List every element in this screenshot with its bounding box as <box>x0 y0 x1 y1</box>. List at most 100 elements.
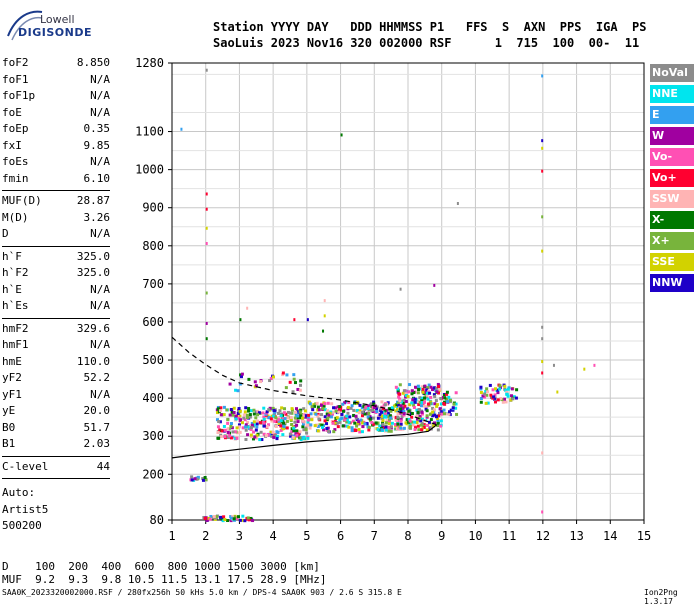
echo-point <box>259 380 263 384</box>
echo-point <box>330 402 334 406</box>
echo-point <box>294 411 298 415</box>
echo-point <box>411 396 415 400</box>
echo-point <box>323 402 327 406</box>
echo-point <box>429 395 433 399</box>
echo-point <box>427 420 431 424</box>
echo-point <box>219 435 223 439</box>
echo-point <box>492 395 496 399</box>
echo-point <box>420 398 424 402</box>
echo-point <box>422 391 426 395</box>
echo-point <box>273 411 277 415</box>
echo-point <box>433 394 437 398</box>
echo-point <box>244 437 248 441</box>
echo-point <box>336 405 340 409</box>
echo-point <box>215 516 219 520</box>
echo-point <box>207 516 211 520</box>
echo-point <box>514 396 518 400</box>
echo-point <box>272 414 276 418</box>
echo-point <box>221 515 225 519</box>
echo-point <box>420 422 424 426</box>
echo-point <box>385 415 389 419</box>
echo-point <box>388 418 392 422</box>
echo-point <box>341 424 345 428</box>
param-separator <box>2 317 110 319</box>
echo-point <box>367 428 371 432</box>
echo-point <box>234 418 238 422</box>
echo-point <box>346 407 350 411</box>
echo-point <box>295 417 299 421</box>
echo-point <box>265 410 269 414</box>
echo-point <box>322 401 326 405</box>
echo-point <box>380 405 384 409</box>
echo-point <box>307 400 311 404</box>
echo-point <box>252 423 256 427</box>
echo-point <box>243 519 247 523</box>
echo-point <box>273 433 277 437</box>
param-key: yF2 <box>2 371 22 384</box>
echo-point <box>421 390 425 394</box>
echo-point <box>509 398 513 402</box>
echo-point <box>313 404 317 408</box>
echo-point <box>355 418 359 422</box>
echo-point <box>361 410 365 414</box>
echo-point <box>229 436 233 440</box>
legend-x-: X+ <box>650 232 694 250</box>
x-tick-label: 11 <box>502 529 516 543</box>
echo-point <box>379 408 383 412</box>
echo-point <box>291 425 295 429</box>
echo-point <box>244 428 248 432</box>
echo-point <box>375 427 379 431</box>
echo-point <box>295 407 299 411</box>
echo-point <box>299 412 303 416</box>
echo-point <box>382 411 386 415</box>
echo-point <box>264 413 268 417</box>
echo-point <box>410 421 414 425</box>
param-row: fxI 9.85 <box>2 139 110 153</box>
file-credit: SAA0K_2023320002000.RSF / 280fx256h 50 k… <box>2 588 402 597</box>
echo-point <box>266 433 270 437</box>
echo-point <box>396 401 400 405</box>
echo-point <box>412 397 416 401</box>
echo-point <box>403 404 407 408</box>
echo-point <box>440 412 444 416</box>
echo-point <box>381 416 385 420</box>
echo-point <box>408 423 412 427</box>
echo-point <box>332 430 336 434</box>
echo-point <box>496 391 500 395</box>
echo-point <box>258 421 262 425</box>
param-value: N/A <box>90 105 110 119</box>
echo-point <box>205 518 209 522</box>
param-value: N/A <box>90 299 110 312</box>
echo-point <box>358 403 362 407</box>
echo-point <box>292 426 296 430</box>
echo-point <box>234 414 238 418</box>
echo-point <box>496 398 500 402</box>
echo-point <box>307 413 311 417</box>
echo-point <box>268 416 272 420</box>
stray-echo-point <box>541 510 544 514</box>
echo-point <box>479 387 483 391</box>
echo-point <box>243 410 247 414</box>
echo-point <box>446 400 450 404</box>
echo-point <box>509 398 513 402</box>
echo-point <box>397 392 401 396</box>
echo-point <box>511 397 515 401</box>
echo-point <box>217 419 221 423</box>
echo-point <box>415 421 419 425</box>
echo-point <box>396 422 400 426</box>
param-key: h`E <box>2 282 22 296</box>
echo-point <box>248 413 252 417</box>
echo-point <box>237 407 241 411</box>
echo-point <box>269 430 273 434</box>
echo-point <box>203 516 207 520</box>
stray-echo-point <box>433 283 436 287</box>
echo-point <box>360 411 364 415</box>
echo-point <box>294 432 298 436</box>
echo-point <box>301 419 305 423</box>
echo-point <box>387 411 391 415</box>
x-tick-label: 15 <box>637 529 651 543</box>
param-value: 3.26 <box>83 210 111 224</box>
param-row: yE 20.0 <box>2 404 110 418</box>
echo-point <box>321 407 325 411</box>
param-value: 52.2 <box>83 371 111 384</box>
